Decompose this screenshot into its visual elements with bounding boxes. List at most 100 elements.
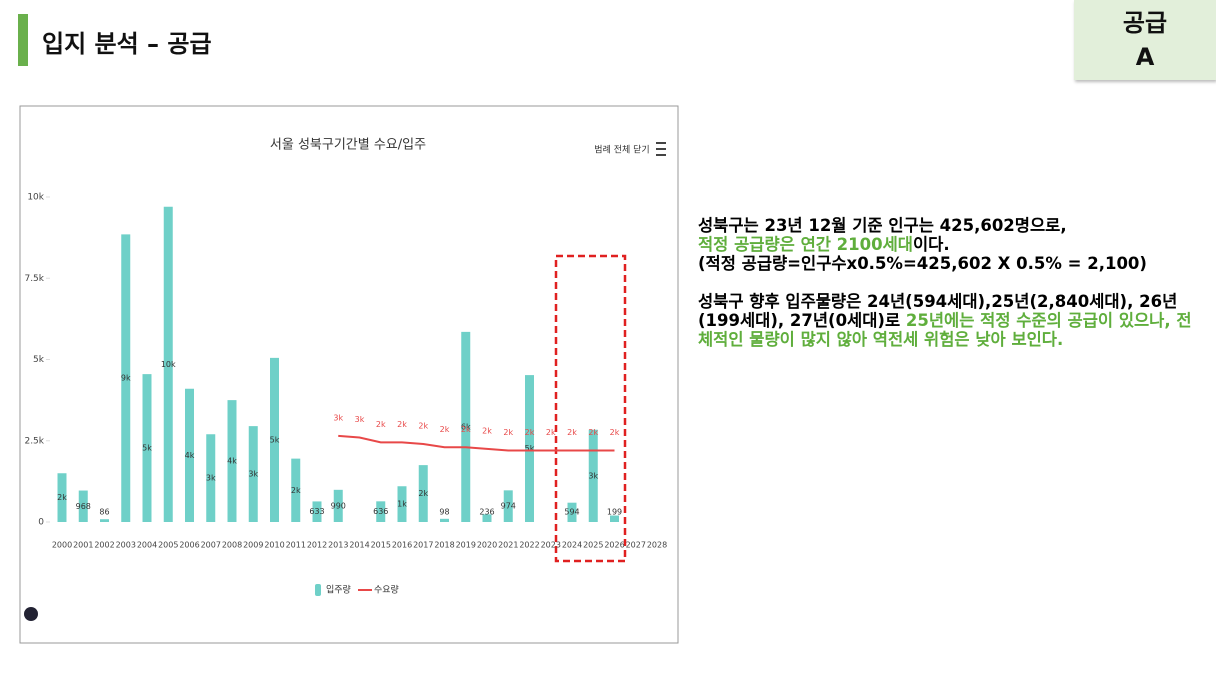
highlight: 25년에는 적정 수준의 공급이 있으나, 전체적인 물량이 많지 않아 역전세… <box>698 311 1192 349</box>
bar <box>227 400 237 522</box>
data-label: 10k <box>161 360 176 369</box>
paragraph: 성북구는 23년 12월 기준 인구는 425,602명으로, 적정 공급량은 연… <box>698 216 1198 273</box>
data-label: 2k <box>291 486 301 495</box>
x-tick-label: 2027 <box>626 541 646 550</box>
x-tick-label: 2006 <box>179 541 199 550</box>
data-label: 2k <box>57 493 67 502</box>
data-label: 5k <box>142 444 152 453</box>
y-tick-label: 0 <box>38 518 44 528</box>
x-tick-label: 2023 <box>541 541 561 550</box>
data-label: 2k <box>567 428 577 437</box>
y-tick-label: 10k <box>27 193 44 203</box>
highlight: 적정 공급량은 연간 2100세대 <box>698 235 913 254</box>
text: 이다. <box>912 235 950 254</box>
bar <box>376 501 386 522</box>
data-label: 5k <box>270 435 280 444</box>
y-tick-label: 7.5k <box>24 274 44 284</box>
x-tick-label: 2018 <box>434 541 454 550</box>
data-label: 594 <box>564 508 579 517</box>
bar <box>185 388 194 522</box>
data-label: 86 <box>99 508 109 517</box>
data-label: 974 <box>501 502 516 511</box>
logo <box>24 607 38 621</box>
data-label: 2k <box>588 428 598 437</box>
bar <box>461 331 471 522</box>
bar <box>270 357 279 522</box>
x-tick-label: 2013 <box>328 541 348 550</box>
data-label: 4k <box>227 457 237 466</box>
bar <box>482 514 492 522</box>
text: 성북구는 23년 12월 기준 인구는 425,602명으로, <box>698 216 1067 235</box>
bar <box>397 486 407 522</box>
legend-label: 입주량 <box>326 584 351 596</box>
chart-title: 서울 성북구기간별 수요/입주 <box>270 138 426 153</box>
bar <box>78 490 88 522</box>
bar <box>525 375 534 522</box>
bar <box>567 502 577 522</box>
data-label: 2k <box>503 428 513 437</box>
bar <box>206 434 216 522</box>
y-tick-label: 2.5k <box>24 436 44 446</box>
x-tick-label: 2001 <box>73 541 93 550</box>
x-tick-label: 2009 <box>243 541 263 550</box>
x-tick-label: 2008 <box>222 541 242 550</box>
data-label: 968 <box>76 502 91 511</box>
x-tick-label: 2014 <box>349 541 369 550</box>
bar <box>100 519 109 522</box>
paragraph: 성북구 향후 입주물량은 24년(594세대),25년(2,840세대), 26… <box>698 292 1198 349</box>
bar <box>142 374 152 522</box>
x-tick-label: 2015 <box>371 541 391 550</box>
data-label: 2k <box>546 428 556 437</box>
data-label: 636 <box>373 507 388 516</box>
bar <box>291 458 301 522</box>
data-label: 6k <box>461 422 471 431</box>
text: 성북구 향후 입주물량은 24년(594세대),25년(2,840세대), 26… <box>698 292 1178 330</box>
data-label: 3k <box>588 471 598 480</box>
x-tick-label: 2005 <box>158 541 178 550</box>
data-label: 236 <box>479 508 494 517</box>
chart-frame <box>19 105 679 644</box>
legend-toggle[interactable]: 범례 전체 닫기 <box>594 144 649 156</box>
bar <box>163 206 173 522</box>
data-label: 2k <box>525 428 535 437</box>
line <box>338 434 615 452</box>
bar <box>333 489 343 522</box>
x-tick-label: 2012 <box>307 541 327 550</box>
bar <box>440 518 449 522</box>
data-label: 2k <box>418 422 428 431</box>
y-tick-label: 5k <box>33 355 45 365</box>
bar <box>312 501 322 522</box>
data-label: 2k <box>482 426 492 435</box>
data-label: 2k <box>397 420 407 429</box>
x-tick-label: 2010 <box>264 541 284 550</box>
data-label: 1k <box>397 500 407 509</box>
data-label: 2k <box>418 489 428 498</box>
data-label: 2k <box>461 425 471 434</box>
data-label: 2k <box>610 428 620 437</box>
legend-swatch <box>315 584 321 596</box>
highlight-box <box>554 254 627 563</box>
x-tick-label: 2021 <box>498 541 518 550</box>
badge-line: A <box>1135 43 1155 71</box>
menu-icon[interactable] <box>656 142 666 156</box>
data-label: 199 <box>607 508 622 517</box>
badge-line: 공급 <box>1122 9 1168 37</box>
data-label: 3k <box>206 474 216 483</box>
bar <box>121 234 131 522</box>
data-label: 2k <box>376 420 386 429</box>
x-tick-label: 2002 <box>94 541 114 550</box>
bar <box>418 465 428 522</box>
data-label: 5k <box>525 444 535 453</box>
legend-label: 수요량 <box>374 584 399 596</box>
x-tick-label: 2020 <box>477 541 497 550</box>
x-tick-label: 2011 <box>286 541 306 550</box>
x-tick-label: 2025 <box>583 541 603 550</box>
text: (적정 공급량=인구수x0.5%=425,602 X 0.5% = 2,100) <box>698 254 1147 273</box>
data-label: 990 <box>331 501 346 510</box>
data-label: 4k <box>185 451 195 460</box>
bar <box>588 429 598 522</box>
header-bar <box>18 14 28 66</box>
x-tick-label: 2000 <box>52 541 72 550</box>
x-tick-label: 2004 <box>137 541 157 550</box>
